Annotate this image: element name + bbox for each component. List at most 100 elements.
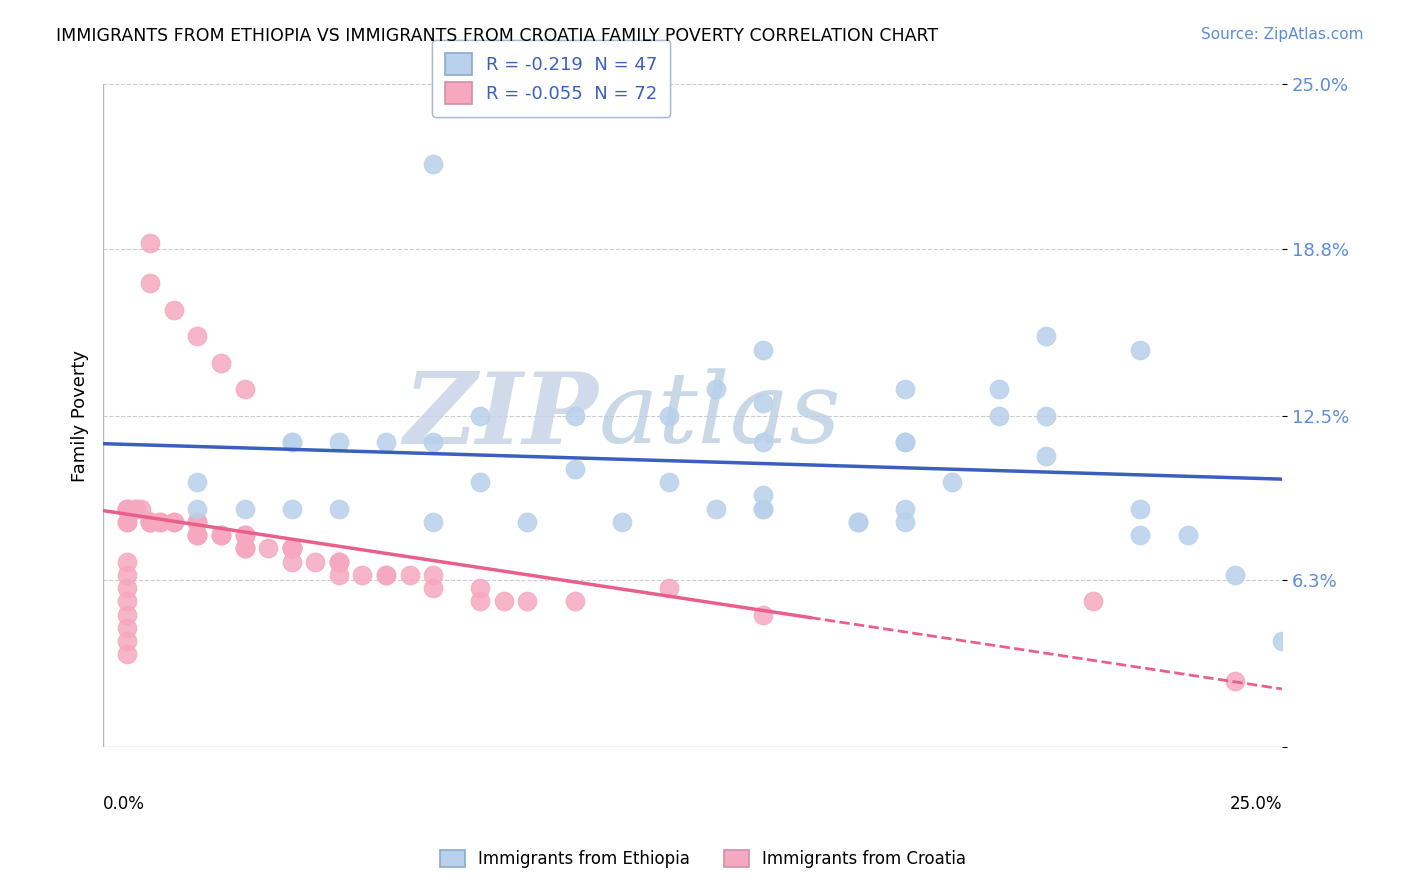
Point xyxy=(1129,501,1152,516)
Point xyxy=(139,277,162,291)
Point xyxy=(752,488,775,502)
Point xyxy=(704,501,727,516)
Point xyxy=(328,555,350,569)
Point xyxy=(1223,567,1246,582)
Point xyxy=(186,528,208,542)
Point xyxy=(280,541,302,556)
Point xyxy=(752,501,775,516)
Point xyxy=(1271,634,1294,648)
Point xyxy=(129,501,152,516)
Point xyxy=(186,515,208,529)
Point xyxy=(186,528,208,542)
Text: Source: ZipAtlas.com: Source: ZipAtlas.com xyxy=(1201,27,1364,42)
Point xyxy=(422,567,444,582)
Legend: Immigrants from Ethiopia, Immigrants from Croatia: Immigrants from Ethiopia, Immigrants fro… xyxy=(433,843,973,875)
Point xyxy=(186,475,208,489)
Point xyxy=(398,567,420,582)
Point xyxy=(893,435,915,450)
Point xyxy=(233,541,256,556)
Text: IMMIGRANTS FROM ETHIOPIA VS IMMIGRANTS FROM CROATIA FAMILY POVERTY CORRELATION C: IMMIGRANTS FROM ETHIOPIA VS IMMIGRANTS F… xyxy=(56,27,938,45)
Point xyxy=(987,382,1010,396)
Point xyxy=(328,435,350,450)
Point xyxy=(115,501,138,516)
Point xyxy=(257,541,280,556)
Point xyxy=(846,515,869,529)
Text: 0.0%: 0.0% xyxy=(103,795,145,813)
Point xyxy=(209,528,232,542)
Point xyxy=(941,475,963,489)
Point xyxy=(149,515,172,529)
Point xyxy=(233,382,256,396)
Point xyxy=(1223,673,1246,688)
Point xyxy=(658,581,681,595)
Point xyxy=(752,343,775,357)
Point xyxy=(328,567,350,582)
Point xyxy=(139,515,162,529)
Point xyxy=(564,462,586,476)
Point xyxy=(893,501,915,516)
Point xyxy=(209,356,232,370)
Point xyxy=(375,435,398,450)
Point xyxy=(1177,528,1199,542)
Point xyxy=(846,515,869,529)
Point xyxy=(1035,409,1057,423)
Point xyxy=(139,236,162,251)
Point xyxy=(658,409,681,423)
Point xyxy=(1129,343,1152,357)
Point xyxy=(163,302,186,317)
Point xyxy=(564,409,586,423)
Point xyxy=(280,541,302,556)
Point xyxy=(280,541,302,556)
Point xyxy=(233,541,256,556)
Point xyxy=(470,581,492,595)
Point xyxy=(115,581,138,595)
Point xyxy=(209,528,232,542)
Point xyxy=(186,501,208,516)
Point xyxy=(233,541,256,556)
Point xyxy=(280,555,302,569)
Point xyxy=(280,501,302,516)
Legend: R = -0.219  N = 47, R = -0.055  N = 72: R = -0.219 N = 47, R = -0.055 N = 72 xyxy=(432,40,671,117)
Point xyxy=(470,475,492,489)
Point xyxy=(893,435,915,450)
Point xyxy=(1035,449,1057,463)
Point xyxy=(470,409,492,423)
Point xyxy=(115,607,138,622)
Point xyxy=(233,528,256,542)
Point xyxy=(115,501,138,516)
Point xyxy=(149,515,172,529)
Point xyxy=(893,382,915,396)
Point xyxy=(115,515,138,529)
Point xyxy=(233,501,256,516)
Point xyxy=(280,435,302,450)
Point xyxy=(328,555,350,569)
Point xyxy=(280,541,302,556)
Point xyxy=(752,607,775,622)
Point xyxy=(1083,594,1105,608)
Point xyxy=(115,501,138,516)
Text: ZIP: ZIP xyxy=(404,368,598,464)
Point xyxy=(987,409,1010,423)
Point xyxy=(209,528,232,542)
Point xyxy=(304,555,326,569)
Point xyxy=(186,528,208,542)
Point xyxy=(163,515,186,529)
Point xyxy=(352,567,374,582)
Point xyxy=(375,567,398,582)
Point xyxy=(139,515,162,529)
Point xyxy=(470,594,492,608)
Point xyxy=(704,382,727,396)
Point xyxy=(233,528,256,542)
Point xyxy=(115,634,138,648)
Point xyxy=(492,594,515,608)
Point xyxy=(328,501,350,516)
Point xyxy=(233,528,256,542)
Point xyxy=(752,501,775,516)
Point xyxy=(186,515,208,529)
Point xyxy=(893,515,915,529)
Point xyxy=(115,567,138,582)
Point xyxy=(139,515,162,529)
Point xyxy=(375,567,398,582)
Point xyxy=(139,515,162,529)
Point xyxy=(422,581,444,595)
